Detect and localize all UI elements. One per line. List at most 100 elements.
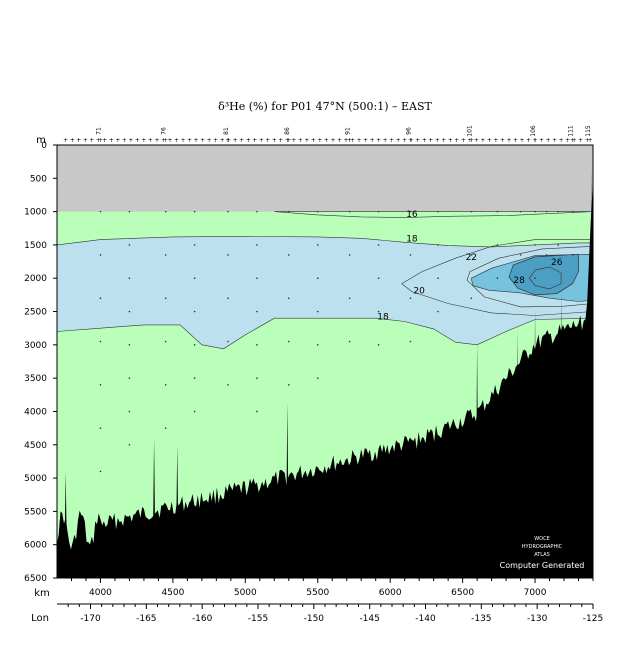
svg-text:+: + <box>402 137 407 144</box>
credit-line-3: ATLAS <box>534 552 550 558</box>
svg-text:+: + <box>233 137 238 144</box>
svg-text:+: + <box>500 137 505 144</box>
svg-text:+: + <box>487 137 492 144</box>
svg-text:+: + <box>154 137 159 144</box>
y-tick-label: 500 <box>30 174 47 184</box>
x-tick-label-lon: -130 <box>527 614 548 624</box>
svg-text:+: + <box>76 137 81 144</box>
svg-text:+: + <box>259 137 264 144</box>
x-axis-label-lon: Lon <box>31 613 49 624</box>
x-tick-label-lon: -140 <box>415 614 436 624</box>
svg-text:+: + <box>343 137 348 144</box>
svg-text:+: + <box>174 137 179 144</box>
svg-text:+: + <box>200 137 205 144</box>
woce-credit: WOCE HYDROGRAPHIC ATLAS Computer Generat… <box>500 536 585 570</box>
svg-text:+: + <box>357 137 362 144</box>
svg-text:+: + <box>376 137 381 144</box>
contour-region-16 <box>274 211 593 218</box>
contour-label: 16 <box>406 210 418 220</box>
svg-text:+: + <box>559 137 564 144</box>
svg-text:+: + <box>506 137 511 144</box>
station-label: 115 <box>585 125 592 137</box>
contour-label: 18 <box>406 235 418 245</box>
svg-text:+: + <box>207 137 212 144</box>
station-label: 71 <box>95 127 102 135</box>
svg-text:+: + <box>474 137 479 144</box>
svg-text:+: + <box>350 137 355 144</box>
svg-text:+: + <box>408 137 413 144</box>
svg-text:+: + <box>480 137 485 144</box>
svg-text:+: + <box>435 137 440 144</box>
y-tick-label: 0 <box>41 141 47 151</box>
svg-text:+: + <box>226 137 231 144</box>
svg-text:+: + <box>324 137 329 144</box>
plot-area: 16 18 22 20 18 26 28 <box>57 145 593 578</box>
svg-text:+: + <box>285 137 290 144</box>
svg-text:+: + <box>70 137 75 144</box>
svg-text:+: + <box>161 137 166 144</box>
svg-text:+: + <box>330 137 335 144</box>
svg-text:+: + <box>467 137 472 144</box>
svg-text:+: + <box>396 137 401 144</box>
svg-text:+: + <box>337 137 342 144</box>
y-tick-label: 1000 <box>24 208 47 218</box>
svg-text:+: + <box>552 137 557 144</box>
svg-text:+: + <box>187 137 192 144</box>
svg-text:+: + <box>526 137 531 144</box>
y-tick-label: 3000 <box>24 341 47 351</box>
credit-line-4: Computer Generated <box>500 561 585 570</box>
svg-text:+: + <box>148 137 153 144</box>
contour-label: 18 <box>377 313 389 323</box>
svg-text:+: + <box>383 137 388 144</box>
svg-text:+: + <box>461 137 466 144</box>
svg-text:+: + <box>441 137 446 144</box>
svg-text:+: + <box>570 137 575 144</box>
svg-text:+: + <box>246 137 251 144</box>
y-tick-label: 2500 <box>24 308 47 318</box>
svg-text:+: + <box>167 137 172 144</box>
y-tick-label: 3500 <box>24 374 47 384</box>
x-tick-label-km: 7000 <box>524 588 547 598</box>
svg-text:+: + <box>370 137 375 144</box>
svg-text:+: + <box>83 137 88 144</box>
x-tick-label-km: 4500 <box>161 588 184 598</box>
x-tick-label-km: 5500 <box>306 588 329 598</box>
contour-label: 26 <box>551 258 563 268</box>
contour-label: 22 <box>466 253 477 263</box>
svg-text:+: + <box>520 137 525 144</box>
x-tick-label-km: 6000 <box>379 588 402 598</box>
x-tick-label-lon: -150 <box>304 614 325 624</box>
station-label: 91 <box>345 127 352 135</box>
svg-text:+: + <box>181 137 186 144</box>
x-tick-label-lon: -125 <box>583 614 603 624</box>
svg-text:+: + <box>298 137 303 144</box>
sample-dots <box>99 210 574 473</box>
y-tick-label: 1500 <box>24 241 47 251</box>
svg-text:+: + <box>409 137 414 144</box>
station-label: 76 <box>161 127 168 135</box>
y-axis-label: m <box>36 135 46 146</box>
svg-text:+: + <box>225 137 230 144</box>
x-axis-km: 4000 4500 5000 5500 6000 6500 7000 <box>57 577 594 598</box>
station-label: 81 <box>223 127 230 135</box>
x-tick-label-lon: -165 <box>136 614 156 624</box>
svg-text:+: + <box>539 137 544 144</box>
svg-text:+: + <box>585 137 590 144</box>
x-tick-label-lon: -170 <box>80 614 101 624</box>
bathymetry-silhouette <box>57 164 593 578</box>
svg-text:+: + <box>89 137 94 144</box>
svg-text:+: + <box>448 137 453 144</box>
svg-text:+: + <box>304 137 309 144</box>
svg-text:+: + <box>546 137 551 144</box>
svg-text:+: + <box>98 137 103 144</box>
y-tick-label: 4000 <box>24 407 47 417</box>
credit-line-1: WOCE <box>534 536 550 542</box>
svg-text:+: + <box>363 137 368 144</box>
svg-text:+: + <box>128 137 133 144</box>
svg-text:+: + <box>141 137 146 144</box>
contour-line-22 <box>466 245 593 308</box>
svg-text:+: + <box>578 137 583 144</box>
svg-text:+: + <box>272 137 277 144</box>
contour-region-26 <box>508 253 579 296</box>
x-tick-label-lon: -135 <box>471 614 491 624</box>
